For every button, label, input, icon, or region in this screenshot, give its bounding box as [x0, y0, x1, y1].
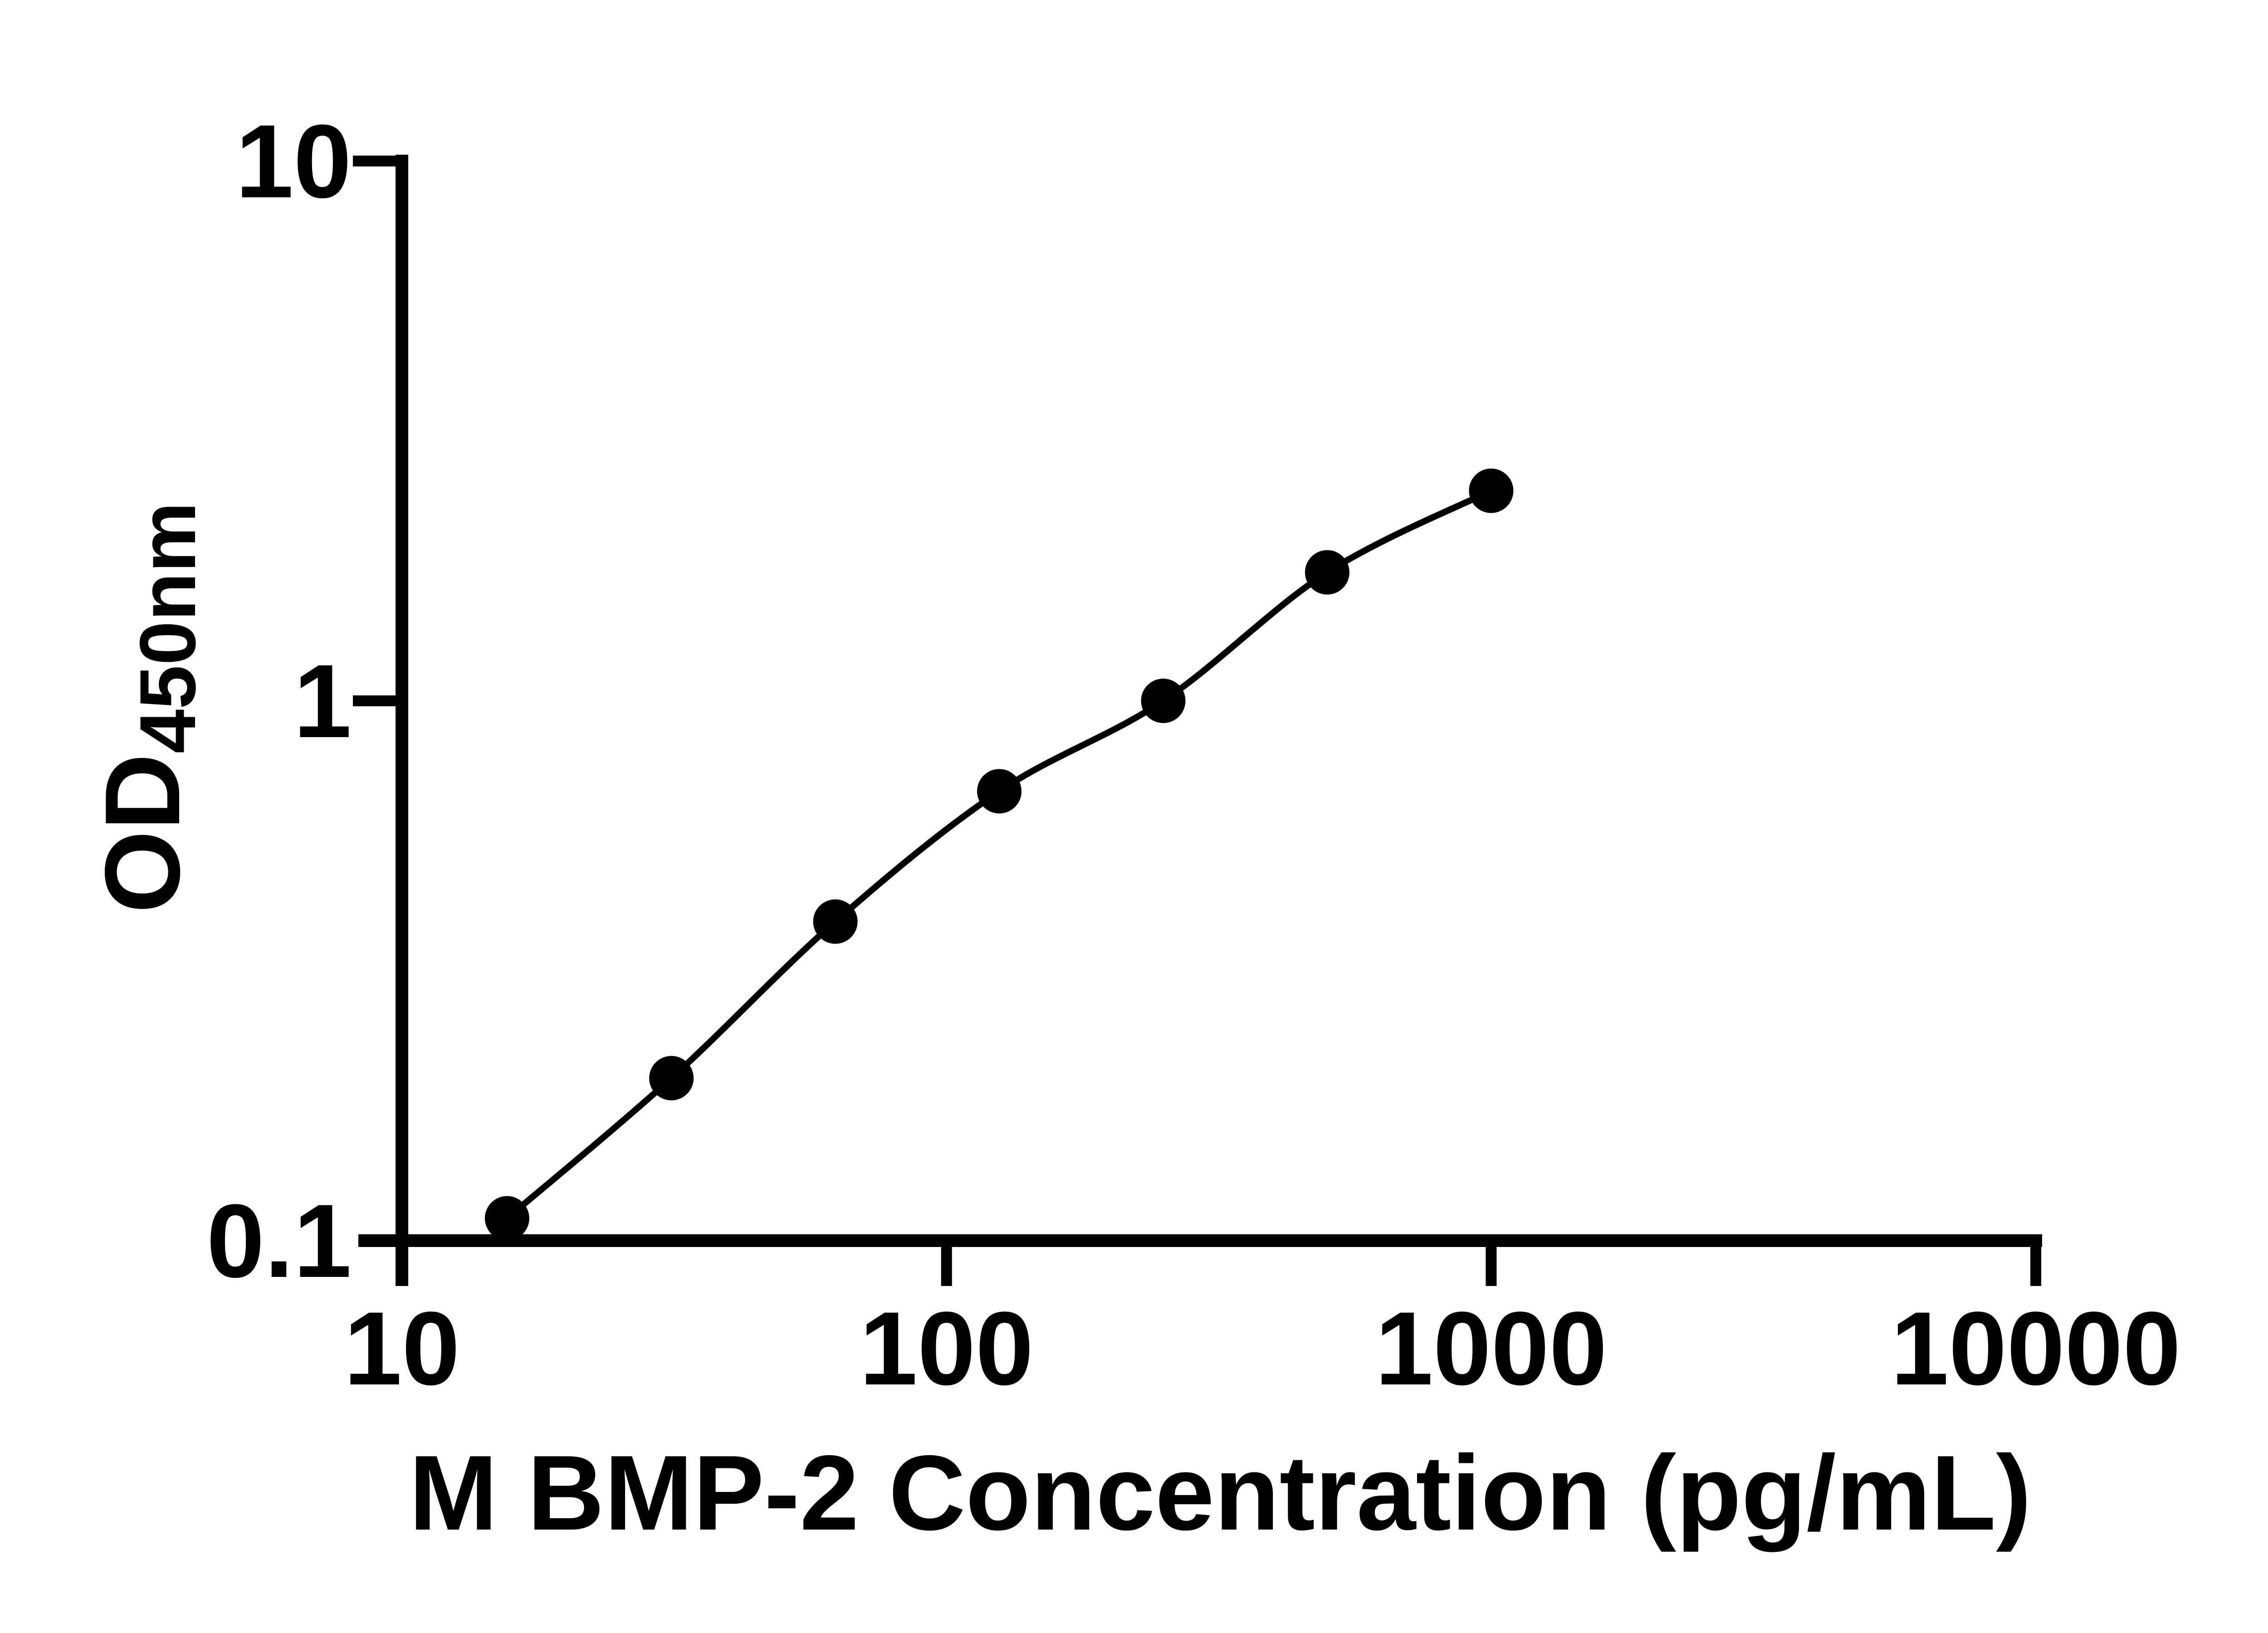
x-axis-tick-label: 10000: [1891, 1290, 2181, 1407]
data-point-marker: [484, 1196, 529, 1241]
x-axis-tick-label: 10: [344, 1290, 460, 1407]
data-point-marker: [977, 769, 1022, 814]
y-axis-title-main: OD: [83, 753, 202, 914]
y-axis-tick-label: 10: [235, 103, 352, 220]
y-axis-title-subscript: 450nm: [124, 502, 212, 753]
data-point-marker: [813, 899, 858, 944]
x-axis-tick-label: 1000: [1375, 1290, 1608, 1407]
data-point-marker: [1141, 679, 1186, 723]
y-axis-tick-label: 1: [293, 643, 352, 759]
y-axis-tick-label: 0.1: [206, 1183, 352, 1299]
data-series-layer: [484, 468, 1514, 1241]
axes-layer: 0.1 1 10 10 100 1000 10000: [206, 103, 2181, 1407]
data-point-marker: [1305, 550, 1349, 595]
x-axis-title: M BMP-2 Concentration (pg/mL): [409, 1433, 2032, 1552]
x-axis-tick-label: 100: [860, 1290, 1034, 1407]
data-point-marker: [649, 1056, 694, 1100]
y-axis-title: OD450nm: [83, 502, 212, 914]
data-point-marker: [1469, 468, 1514, 513]
standard-curve-line: [505, 488, 1493, 1221]
